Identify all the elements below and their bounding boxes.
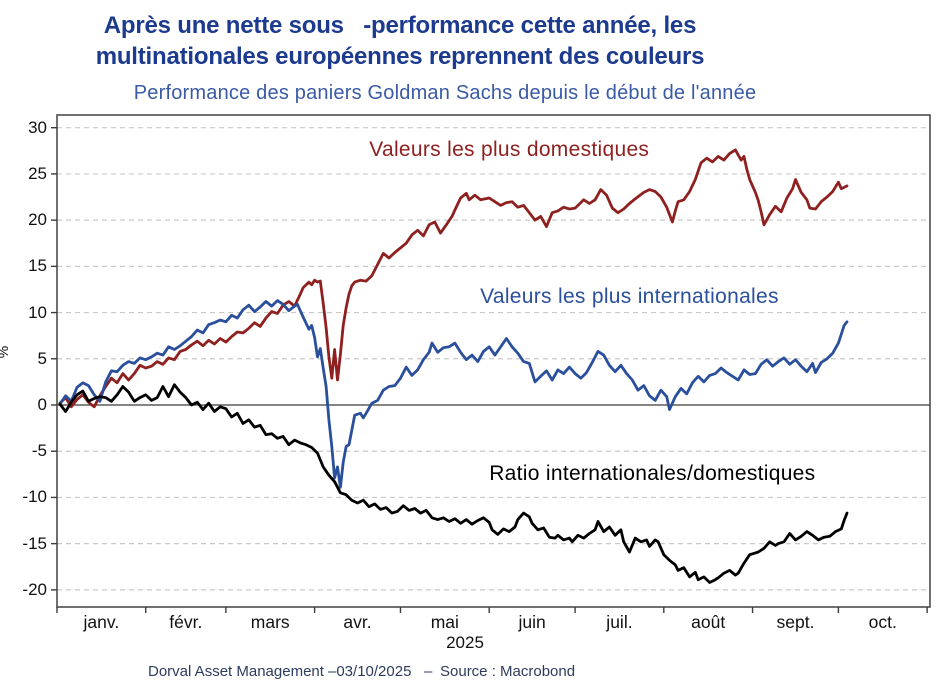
- footer-org: Dorval Asset Management: [148, 663, 324, 680]
- x-tick-label-janv: janv.: [83, 612, 120, 632]
- x-axis-year-label: 2025: [446, 633, 484, 652]
- y-tick-label-0: 0: [37, 395, 47, 414]
- x-tick-label-mai: mai: [430, 612, 459, 632]
- y-tick-label-25: 25: [28, 163, 47, 183]
- y-tick-label--20: -20: [22, 579, 47, 599]
- x-tick-label-juin: juin: [518, 612, 546, 632]
- series-line-2: [58, 383, 849, 584]
- chart-title-line-1: Après une nette sous -performance cette …: [103, 12, 697, 39]
- series-label-ratio: Ratio internationales/domestiques: [489, 461, 816, 485]
- series-label-internationales: Valeurs les plus internationales: [480, 284, 779, 308]
- series-label-domestiques: Valeurs les plus domestiques: [369, 137, 650, 161]
- y-tick-label--15: -15: [22, 533, 47, 553]
- x-tick-label-févr: févr.: [169, 612, 203, 632]
- chart-subtitle: Performance des paniers Goldman Sachs de…: [133, 82, 757, 104]
- footer-date: –03/10/2025: [328, 663, 412, 680]
- line-chart-plot-area: [51, 114, 931, 613]
- series-line-0: [58, 148, 849, 409]
- x-tick-label-juil: juil.: [606, 612, 633, 632]
- y-tick-label-10: 10: [28, 302, 47, 322]
- x-tick-label-avr: avr.: [343, 612, 372, 632]
- footer-source: Source : Macrobond: [440, 663, 576, 680]
- y-axis-title: %: [0, 346, 11, 358]
- x-tick-label-mars: mars: [250, 612, 290, 632]
- x-tick-label-oct: oct.: [868, 612, 897, 632]
- y-tick-label-20: 20: [28, 210, 47, 230]
- y-tick-label-5: 5: [37, 348, 47, 368]
- y-tick-label--10: -10: [22, 487, 47, 507]
- series-line-1: [58, 299, 849, 489]
- y-tick-label-30: 30: [28, 117, 47, 137]
- chart-title-line-2: multinationales européennes reprennent d…: [95, 43, 705, 70]
- x-tick-label-août: août: [691, 612, 726, 632]
- chart-title: Après une nette sous -performance cette …: [0, 10, 800, 72]
- y-tick-label--5: -5: [31, 441, 47, 461]
- y-tick-label-15: 15: [28, 256, 47, 276]
- footer-separator: –: [424, 663, 433, 680]
- plot-frame: [56, 114, 931, 608]
- x-tick-label-sept: sept.: [776, 612, 815, 632]
